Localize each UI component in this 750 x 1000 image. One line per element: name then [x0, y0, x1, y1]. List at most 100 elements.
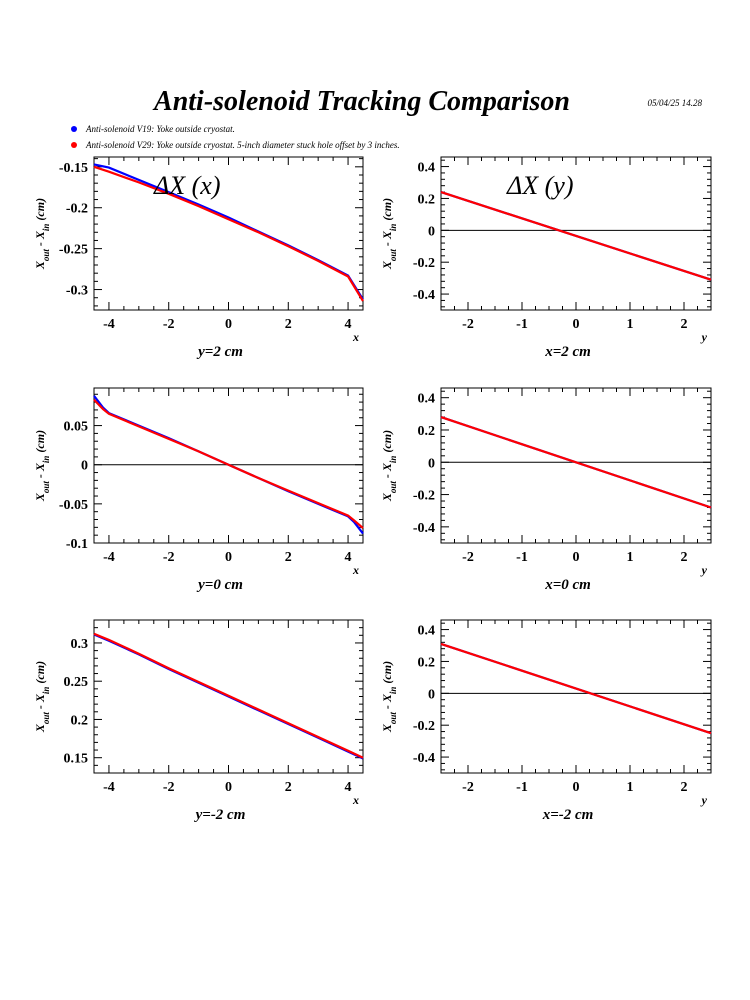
y-tick-label: -0.15 [59, 161, 88, 176]
chart-panel-0: -4 -2 0 2 4 -0.15 -0.2 -0.25 -0.3 x Xout - Xin (cm… [33, 156, 364, 360]
x-tick-label: 2 [285, 317, 292, 332]
x-tick-label: -1 [516, 317, 528, 332]
x-tick-label: -2 [163, 550, 175, 565]
x-tick-label: 4 [345, 780, 352, 795]
y-axis-label: Xout - Xin (cm) [33, 661, 51, 733]
timestamp: 05/04/25 14.28 [647, 98, 702, 108]
x-tick-label: -4 [103, 550, 115, 565]
y-tick-label: 0.4 [418, 624, 436, 639]
y-tick-label: -0.2 [66, 202, 88, 217]
series-line-1 [93, 398, 364, 529]
legend-marker-1 [71, 142, 77, 148]
x-tick-label: 1 [627, 317, 634, 332]
x-axis-label: x [352, 563, 359, 577]
x-tick-label: -2 [462, 317, 474, 332]
chart-panel-5: -2 -1 0 1 2 0.4 0.2 0 -0.2 -0.4 y Xout - Xin (cm) x=… [380, 619, 712, 823]
y-tick-label: 0.25 [64, 675, 89, 690]
condition-caption: x=2 cm [544, 344, 591, 360]
condition-caption: y=-2 cm [194, 807, 246, 823]
chart-panel-4: -4 -2 0 2 4 0.3 0.25 0.2 0.15 x Xout - Xin (cm) y=-… [33, 619, 364, 823]
y-tick-label: 0 [81, 459, 88, 474]
x-tick-label: 4 [345, 317, 352, 332]
x-tick-label: -2 [462, 780, 474, 795]
series-line-1 [93, 165, 364, 302]
legend-label-1: Anti-solenoid V29: Yoke outside cryostat… [85, 140, 400, 150]
x-tick-label: 2 [285, 780, 292, 795]
y-tick-label: -0.2 [413, 719, 435, 734]
condition-caption: x=-2 cm [542, 807, 594, 823]
x-axis-label: x [352, 330, 359, 344]
x-tick-label: 2 [681, 780, 688, 795]
x-tick-label: 1 [627, 550, 634, 565]
chart-panel-2: -4 -2 0 2 4 0.05 0 -0.05 -0.1 x Xout - Xin (cm) y=0… [33, 387, 364, 593]
y-tick-label: 0.2 [418, 424, 436, 439]
y-tick-label: -0.4 [413, 521, 435, 536]
x-tick-label: 0 [573, 780, 580, 795]
y-tick-label: -0.1 [66, 537, 88, 552]
y-tick-label: -0.2 [413, 489, 435, 504]
x-tick-label: 0 [573, 317, 580, 332]
x-tick-label: -4 [103, 780, 115, 795]
y-tick-label: 0 [428, 456, 435, 471]
condition-caption: y=2 cm [196, 344, 243, 360]
y-tick-label: 0.3 [71, 637, 89, 652]
x-tick-label: 2 [681, 550, 688, 565]
y-tick-label: 0 [428, 224, 435, 239]
x-tick-label: -1 [516, 780, 528, 795]
y-tick-label: 0.05 [64, 420, 89, 435]
figure-title: Anti-solenoid Tracking Comparison [152, 86, 570, 117]
series-line-1 [440, 191, 712, 281]
x-axis-label: x [352, 793, 359, 807]
y-tick-label: 0.15 [64, 752, 89, 767]
panel-label: ΔX (y) [506, 171, 574, 200]
y-tick-label: 0.4 [418, 161, 436, 176]
y-tick-label: -0.2 [413, 256, 435, 271]
x-tick-label: -2 [163, 317, 175, 332]
chart-panel-3: -2 -1 0 1 2 0.4 0.2 0 -0.2 -0.4 y Xout - Xin (cm) x=… [380, 387, 712, 593]
y-tick-label: 0.2 [71, 713, 89, 728]
y-tick-label: -0.4 [413, 288, 435, 303]
x-axis-label: y [700, 793, 708, 807]
legend-marker-0 [71, 126, 77, 132]
x-tick-label: 4 [345, 550, 352, 565]
y-tick-label: 0 [428, 687, 435, 702]
y-tick-label: 0.2 [418, 192, 436, 207]
plot-frame [440, 619, 712, 774]
x-axis-label: y [700, 330, 708, 344]
y-axis-label: Xout - Xin (cm) [380, 661, 398, 733]
y-tick-label: 0.2 [418, 655, 436, 670]
y-axis-label: Xout - Xin (cm) [33, 430, 51, 502]
x-tick-label: 0 [225, 550, 232, 565]
legend: Anti-solenoid V19: Yoke outside cryostat… [71, 124, 400, 150]
panel-grid: -4 -2 0 2 4 -0.15 -0.2 -0.25 -0.3 x Xout - Xin (cm… [33, 156, 712, 823]
series-line-1 [440, 416, 712, 509]
legend-label-0: Anti-solenoid V19: Yoke outside cryostat… [85, 124, 235, 134]
y-tick-label: -0.25 [59, 243, 88, 258]
panel-label: ΔX (x) [153, 171, 221, 200]
x-tick-label: -2 [163, 780, 175, 795]
condition-caption: x=0 cm [544, 577, 591, 593]
x-axis-label: y [700, 563, 708, 577]
y-tick-label: -0.3 [66, 284, 88, 299]
x-tick-label: -4 [103, 317, 115, 332]
x-tick-label: 0 [573, 550, 580, 565]
x-tick-label: -1 [516, 550, 528, 565]
series-line-1 [440, 642, 712, 735]
y-tick-label: -0.4 [413, 751, 435, 766]
plot-frame [440, 156, 712, 311]
y-tick-label: 0.4 [418, 392, 436, 407]
y-tick-label: -0.05 [59, 498, 88, 513]
chart-panel-1: -2 -1 0 1 2 0.4 0.2 0 -0.2 -0.4 y Xout - Xin (cm) ΔX… [380, 156, 712, 360]
x-tick-label: -2 [462, 550, 474, 565]
plot-frame [440, 387, 712, 544]
x-tick-label: 0 [225, 780, 232, 795]
y-axis-label: Xout - Xin (cm) [33, 198, 51, 270]
series-line-0 [93, 163, 364, 300]
x-tick-label: 2 [285, 550, 292, 565]
x-tick-label: 2 [681, 317, 688, 332]
x-tick-label: 1 [627, 780, 634, 795]
y-axis-label: Xout - Xin (cm) [380, 198, 398, 270]
condition-caption: y=0 cm [196, 577, 243, 593]
series-line-1 [93, 632, 364, 759]
